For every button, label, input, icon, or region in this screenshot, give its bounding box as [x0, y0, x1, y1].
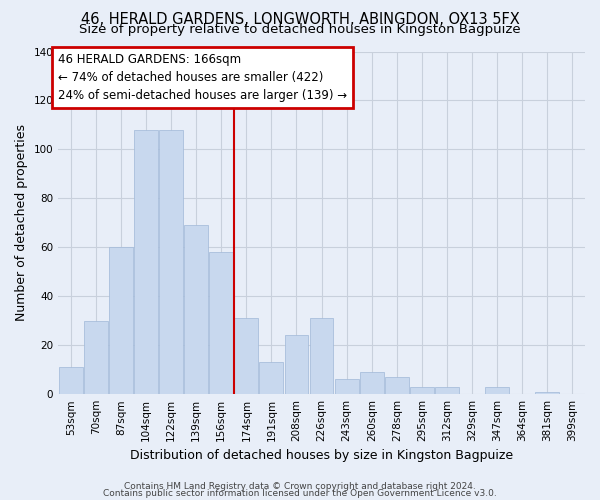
Bar: [59, 368, 83, 394]
Bar: [335, 380, 359, 394]
Bar: [360, 372, 383, 394]
Bar: [84, 320, 108, 394]
Bar: [485, 387, 509, 394]
Bar: [410, 387, 434, 394]
Bar: [184, 226, 208, 394]
Bar: [259, 362, 283, 394]
Bar: [535, 392, 559, 394]
Text: 46, HERALD GARDENS, LONGWORTH, ABINGDON, OX13 5FX: 46, HERALD GARDENS, LONGWORTH, ABINGDON,…: [80, 12, 520, 28]
Bar: [385, 377, 409, 394]
Text: Contains HM Land Registry data © Crown copyright and database right 2024.: Contains HM Land Registry data © Crown c…: [124, 482, 476, 491]
Y-axis label: Number of detached properties: Number of detached properties: [15, 124, 28, 322]
Bar: [109, 248, 133, 394]
X-axis label: Distribution of detached houses by size in Kingston Bagpuize: Distribution of detached houses by size …: [130, 450, 513, 462]
Bar: [235, 318, 258, 394]
Text: 46 HERALD GARDENS: 166sqm
← 74% of detached houses are smaller (422)
24% of semi: 46 HERALD GARDENS: 166sqm ← 74% of detac…: [58, 53, 347, 102]
Bar: [435, 387, 459, 394]
Bar: [209, 252, 233, 394]
Bar: [134, 130, 158, 394]
Text: Contains public sector information licensed under the Open Government Licence v3: Contains public sector information licen…: [103, 489, 497, 498]
Bar: [310, 318, 334, 394]
Bar: [159, 130, 183, 394]
Bar: [284, 336, 308, 394]
Text: Size of property relative to detached houses in Kingston Bagpuize: Size of property relative to detached ho…: [79, 22, 521, 36]
